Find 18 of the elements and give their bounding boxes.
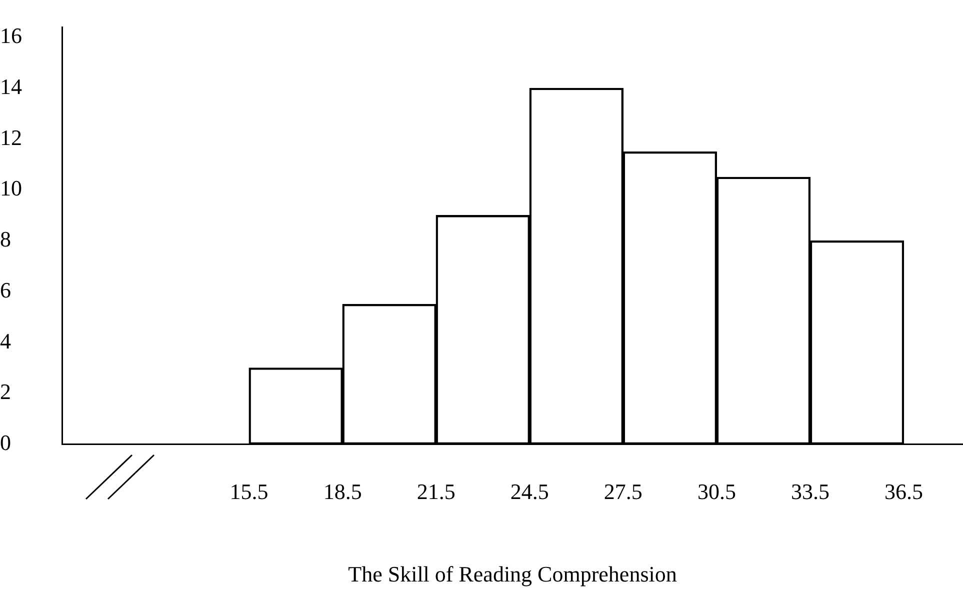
x-tick-label: 18.5 [323, 479, 362, 504]
y-tick-label: 12 [0, 124, 22, 150]
y-tick-label: 16 [0, 23, 22, 48]
x-tick-label: 15.5 [230, 479, 268, 504]
x-tick-label: 27.5 [604, 479, 642, 504]
x-tick-label: 21.5 [416, 479, 456, 504]
x-tick-label: 33.5 [790, 479, 830, 504]
x-tick-label: 36.5 [884, 479, 924, 504]
x-axis-title: The Skill of Reading Comprehension [348, 562, 677, 587]
y-tick-label: 0 [0, 430, 11, 455]
y-tick-label: 10 [0, 176, 22, 201]
x-tick-label: 30.5 [697, 479, 736, 504]
y-tick-label: 4 [0, 328, 11, 354]
x-tick-label: 24.5 [510, 479, 549, 504]
y-tick-label: 2 [0, 379, 11, 404]
y-tick-label: 6 [0, 277, 11, 302]
y-tick-label: 14 [0, 74, 22, 100]
y-tick-label: 8 [0, 226, 11, 252]
